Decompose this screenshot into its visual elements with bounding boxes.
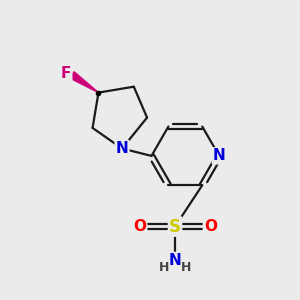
Text: H: H: [159, 261, 169, 274]
Text: F: F: [61, 66, 71, 81]
Text: H: H: [181, 261, 191, 274]
Text: O: O: [133, 219, 146, 234]
Text: O: O: [204, 219, 217, 234]
Text: N: N: [116, 141, 128, 156]
Text: N: N: [213, 148, 226, 164]
Text: S: S: [169, 218, 181, 236]
Polygon shape: [70, 72, 98, 93]
Text: N: N: [169, 253, 182, 268]
